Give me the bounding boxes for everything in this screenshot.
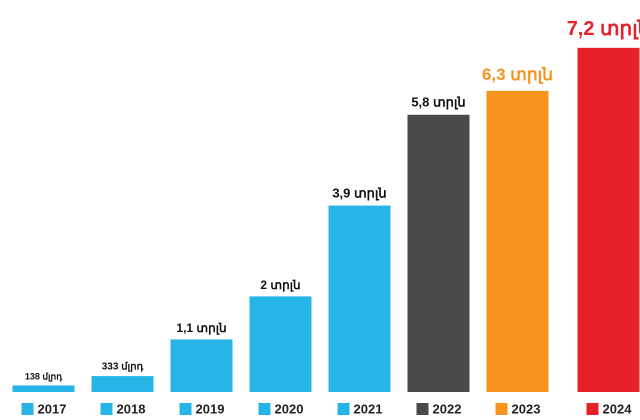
legend-label: 2019 — [196, 401, 225, 416]
bar — [577, 47, 640, 393]
legend-label: 2020 — [275, 401, 304, 416]
legend-label: 2018 — [117, 401, 146, 416]
legend-swatch — [100, 403, 113, 415]
legend-label: 2022 — [433, 401, 462, 416]
value-label: 333 մլրդ — [102, 362, 144, 373]
value-label: 6,3 տրլն — [482, 65, 553, 84]
legend-swatch — [337, 403, 350, 415]
bar — [12, 385, 75, 392]
bar — [486, 90, 549, 393]
legend-label: 2024 — [603, 401, 633, 416]
bar — [91, 376, 154, 392]
value-label: 3,9 տրլն — [332, 185, 386, 200]
bar — [407, 114, 470, 392]
bar — [249, 296, 312, 392]
legend-label: 2023 — [512, 401, 541, 416]
value-label: 1,1 տրլն — [176, 321, 226, 335]
bar — [170, 339, 233, 392]
legend-swatch — [495, 403, 508, 415]
value-label: 138 մլրդ — [25, 372, 63, 383]
legend-swatch — [586, 403, 599, 415]
legend-swatch — [179, 403, 192, 415]
bar — [328, 205, 391, 392]
legend-swatch — [416, 403, 429, 415]
value-label: 2 տրլն — [260, 278, 300, 292]
legend-swatch — [258, 403, 271, 415]
legend-swatch — [21, 403, 34, 415]
legend-label: 2021 — [354, 401, 383, 416]
legend-label: 2017 — [38, 401, 67, 416]
value-label: 7,2 տրլն — [567, 18, 640, 40]
value-label: 5,8 տրլն — [411, 94, 465, 109]
